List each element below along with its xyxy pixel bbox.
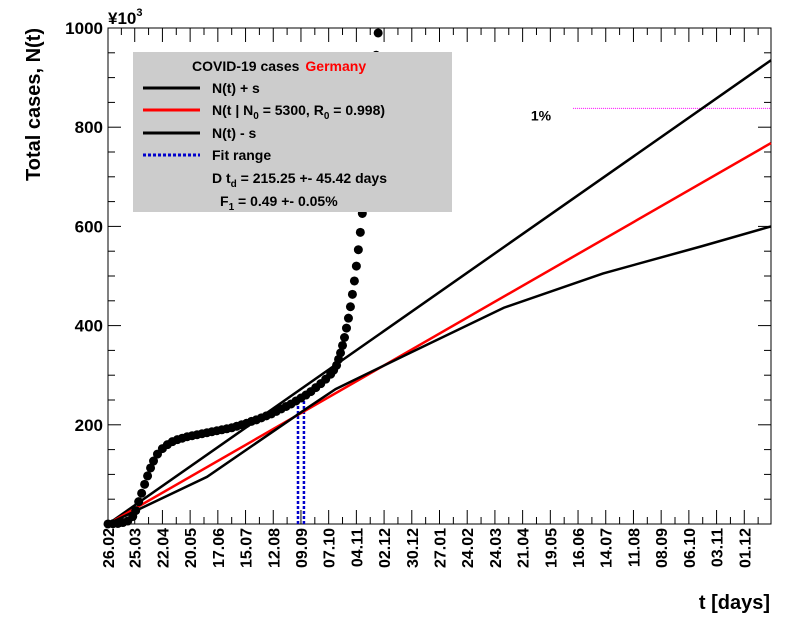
legend: COVID-19 cases Germany N(t) + s N(t | N0 … [133,52,452,213]
lower-bound-line [107,225,772,526]
legend-fit-sub: 0 [253,111,259,122]
data-point [343,313,353,323]
data-point [338,340,348,350]
y-tick-label: 800 [75,118,103,137]
x-tick-label: 11.08 [626,528,643,567]
data-point [146,463,156,473]
legend-f1-value: = 0.49 +- 0.05% [234,193,338,209]
legend-td-value: = 215.25 +- 45.42 days [237,170,387,186]
threshold-label: 1% [531,107,552,123]
data-point [341,323,351,333]
x-tick-label: 14.07 [599,528,616,568]
legend-td-sub: d [231,179,237,190]
x-tick-label: 22.04 [155,528,172,568]
x-tick-label: 06.10 [682,528,699,568]
legend-fit-rest2: = 0.998) [329,102,385,118]
threshold-group: 1% [531,107,771,123]
data-point [140,479,150,489]
legend-label-fitrange: Fit range [212,147,271,163]
legend-label-upper: N(t) + s [212,80,260,96]
x-tick-label: 25.03 [128,528,145,568]
y-tick-label: 400 [75,317,103,336]
legend-td-prefix: D t [212,170,231,186]
data-point [347,289,357,299]
fit-range-lines [296,397,306,524]
data-point [373,28,383,38]
y-tick-label: 1000 [65,19,103,38]
x-tick-label: 02.12 [377,528,394,568]
legend-fit-main: N(t | N [212,102,253,118]
x-tick-label: 16.06 [571,528,588,568]
y-multiplier: ¥103 [108,7,143,28]
x-tick-label: 04.11 [349,528,366,567]
data-point [349,276,359,286]
fit-line [107,141,772,526]
legend-label-lower: N(t) - s [212,125,257,141]
x-tick-label: 19.05 [543,528,560,568]
legend-title-text: COVID-19 cases [192,58,300,74]
legend-f1-sub: 1 [229,202,235,213]
legend-label-fit: N(t | N0 = 5300, R0 = 0.998) [212,102,385,122]
x-tick-label: 26.02 [101,528,118,568]
x-tick-label: 03.11 [710,528,727,567]
data-point [149,456,159,466]
x-tick-label: 24.03 [488,528,505,568]
x-tick-label: 12.08 [266,528,283,568]
y-axis-tick-labels: 200 400 600 800 1000 [65,19,103,435]
y-multiplier-exp: 3 [136,7,142,19]
y-tick-label: 600 [75,217,103,236]
x-tick-label: 08.09 [654,528,671,568]
data-point [340,333,350,343]
x-tick-label: 21.04 [516,528,533,568]
data-point [355,227,365,237]
legend-f1-prefix: F [220,193,229,209]
legend-title: COVID-19 cases Germany [192,58,366,74]
x-tick-label: 07.10 [322,528,339,568]
data-point [143,471,153,481]
x-tick-label: 27.01 [433,528,450,568]
x-tick-label: 24.02 [460,528,477,568]
legend-fit-rest: = 5300, R [259,102,324,118]
data-point [353,245,363,255]
data-point [131,506,141,516]
x-tick-label: 01.12 [737,528,754,568]
x-tick-label: 09.09 [294,528,311,568]
legend-fit-sub2: 0 [324,111,330,122]
y-multiplier-base: ¥10 [108,9,136,28]
data-point [345,302,355,312]
legend-doubling-time: D td = 215.25 +- 45.42 days [212,170,387,190]
legend-f1: F1 = 0.49 +- 0.05% [220,193,338,213]
data-point [137,488,147,498]
x-tick-label: 17.06 [211,528,228,568]
y-tick-label: 200 [75,416,103,435]
x-axis-ticks [107,28,759,524]
x-axis-title: t [days] [699,592,770,614]
upper-bound-line [107,59,772,526]
x-axis-tick-labels: 26.02 25.03 22.04 20.05 17.06 15.07 12.08 09.09… [101,528,754,568]
data-point [336,348,346,358]
legend-country: Germany [305,58,366,74]
data-point [351,261,361,271]
x-tick-label: 20.05 [183,528,200,568]
x-tick-label: 15.07 [239,528,256,568]
series-lines [107,59,772,526]
x-tick-label: 30.12 [405,528,422,568]
data-point [134,497,144,507]
y-axis-title: Total cases, N(t) [23,28,45,181]
